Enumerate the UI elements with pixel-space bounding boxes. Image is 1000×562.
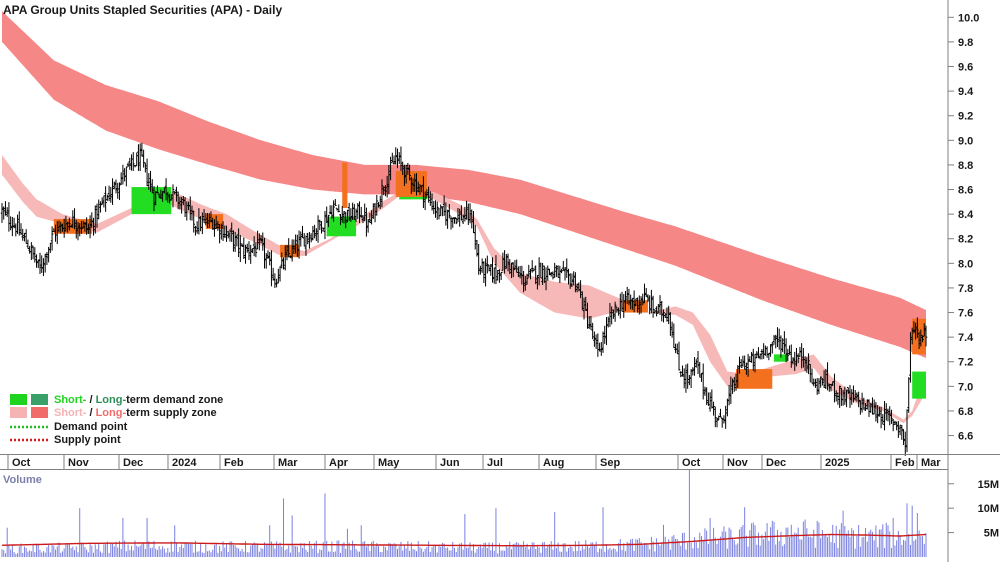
price-tick-label: 8.0 (958, 258, 973, 270)
price-tick-label: 8.2 (958, 234, 973, 246)
price-tick-label: 9.4 (958, 86, 974, 98)
time-tick-label: Mar (921, 457, 941, 469)
time-tick-label: Jun (440, 457, 460, 469)
legend-separator: / (86, 394, 95, 406)
time-tick-label: Jul (487, 457, 503, 469)
supply-zone-long-swatch (31, 407, 48, 418)
volume-label: Volume (3, 474, 42, 486)
volume-layer (1, 469, 927, 557)
demand-supply-overlap-zone (280, 244, 300, 258)
demand-point-label: Demand point (54, 421, 128, 433)
demand-supply-overlap-zone (736, 369, 773, 389)
price-tick-label: 7.6 (958, 308, 973, 320)
price-tick-label: 8.4 (958, 209, 974, 221)
price-tick-label: 7.4 (958, 332, 974, 344)
volume-axis: 15M 10M 5M (948, 479, 999, 540)
price-tick-label: 7.8 (958, 283, 973, 295)
volume-tick-label: 15M (978, 479, 999, 491)
price-tick-label: 6.8 (958, 406, 973, 418)
time-tick-label: Oct (682, 457, 701, 469)
short-term-demand-zone (131, 187, 172, 215)
demand-zone-label: Short- / Long-term demand zone (54, 394, 223, 406)
legend-long-text: Long- (96, 394, 127, 406)
price-tick-label: 9.2 (958, 111, 973, 123)
legend-long-text: Long- (96, 407, 127, 419)
short-term-supply-zone (2, 155, 926, 424)
short-term-demand-zone (774, 354, 788, 362)
price-tick-label: 6.6 (958, 431, 973, 443)
supply-zone-label: Short- / Long-term supply zone (54, 407, 217, 419)
legend-separator: / (86, 407, 95, 419)
time-tick-label: Oct (12, 457, 31, 469)
time-tick-label: Feb (224, 457, 244, 469)
time-tick-label: Sep (600, 457, 620, 469)
time-tick-label: Aug (543, 457, 564, 469)
supply-zone-layer (2, 11, 926, 424)
time-tick-label: May (378, 457, 400, 469)
price-tick-label: 7.2 (958, 357, 973, 369)
volume-tick-label: 10M (978, 503, 999, 515)
volume-tick-label: 5M (984, 528, 999, 540)
time-tick-label: Apr (329, 457, 349, 469)
legend-rest-text: term supply zone (126, 407, 216, 419)
legend-short-text: Short- (54, 394, 87, 406)
supply-zone-short-swatch (10, 407, 27, 418)
time-tick-label: Feb (895, 457, 915, 469)
demand-zone-long-swatch (31, 394, 48, 405)
price-tick-label: 8.6 (958, 185, 973, 197)
demand-supply-overlap-zone (623, 300, 648, 313)
price-axis: 10.0 9.8 9.6 9.4 9.2 9.0 8.8 8.6 8.4 8.2 8.0 7.8 7.6… (948, 12, 979, 443)
price-tick-label: 7.0 (958, 381, 973, 393)
legend-short-text: Short- (54, 407, 87, 419)
legend-rest-text: term demand zone (126, 394, 223, 406)
price-tick-label: 8.8 (958, 160, 973, 172)
candlestick-layer (0, 142, 928, 456)
chart-title: APA Group Units Stapled Securities (APA)… (3, 3, 282, 17)
time-tick-label: Dec (123, 457, 143, 469)
time-tick-label: Nov (727, 457, 749, 469)
price-tick-label: 9.6 (958, 62, 973, 74)
price-tick-label: 9.0 (958, 135, 973, 147)
time-tick-label: 2024 (172, 457, 197, 469)
long-term-supply-zone (2, 11, 926, 358)
demand-zone-short-swatch (10, 394, 27, 405)
time-tick-label: Dec (766, 457, 786, 469)
time-axis: Oct Nov Dec 2024 Feb Mar Apr May Jun Jul Aug Sep Oct… (7, 455, 941, 469)
supply-point-label: Supply point (54, 434, 121, 446)
time-tick-label: Mar (278, 457, 298, 469)
demand-supply-overlap-zone (342, 162, 348, 208)
volume-moving-average (1, 533, 927, 547)
time-tick-label: Nov (68, 457, 90, 469)
time-tick-label: 2025 (825, 457, 849, 469)
short-term-demand-zone (912, 371, 926, 399)
price-tick-label: 9.8 (958, 37, 973, 49)
price-tick-label: 10.0 (958, 12, 979, 24)
